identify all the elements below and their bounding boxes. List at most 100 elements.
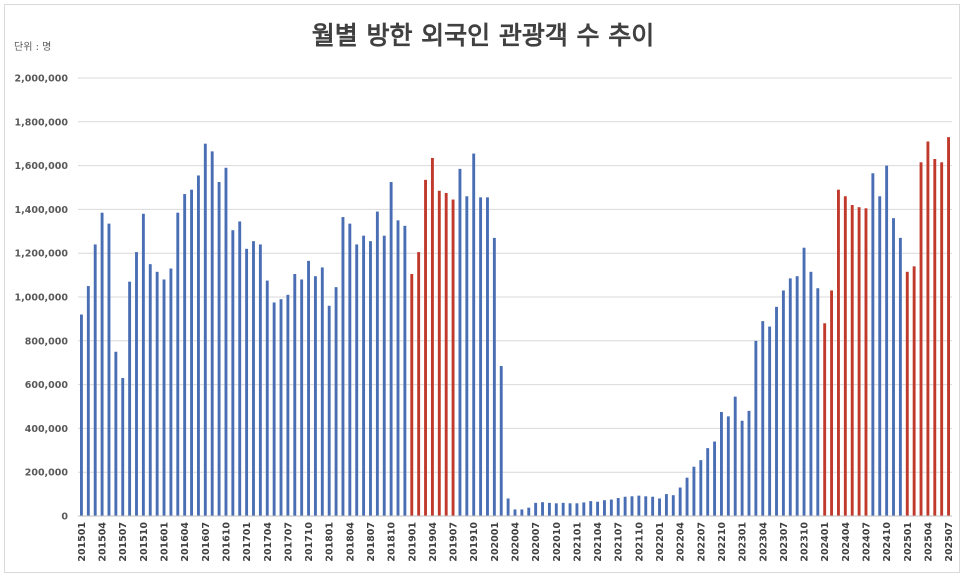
bar-202402: [830, 290, 834, 516]
bar-201705: [272, 302, 276, 516]
bar-202011: [561, 502, 565, 516]
bar-202504: [926, 141, 930, 516]
bar-202302: [747, 410, 751, 516]
bar-202311: [809, 271, 813, 516]
bar-202208: [706, 448, 710, 516]
bar-201811: [396, 220, 400, 516]
bar-201702: [252, 241, 255, 516]
y-axis-ticks: 0 200,000 400,000 600,000 800,000 1,000,000 1,…: [15, 74, 69, 523]
bar-202401: [823, 323, 827, 516]
y-tick-label: 1,000,000: [15, 293, 69, 304]
bar-202108: [623, 496, 627, 516]
x-tick-label: 202104: [593, 522, 604, 562]
bar-201912: [486, 197, 489, 516]
gridlines: [78, 77, 952, 473]
bar-201708: [293, 274, 297, 516]
bar-202005: [520, 509, 524, 516]
x-tick-label: 202401: [820, 522, 831, 562]
x-tick-label: 202407: [861, 522, 872, 562]
bar-202312: [816, 288, 820, 516]
x-tick-label: 202204: [676, 522, 687, 562]
bar-201806: [362, 235, 366, 516]
bar-201612: [238, 221, 242, 516]
bar-201703: [258, 244, 262, 516]
bar-201607: [203, 143, 207, 516]
x-tick-label: 201504: [98, 522, 109, 562]
bar-202404: [843, 196, 847, 516]
bar-201808: [375, 211, 379, 516]
bar-201610: [224, 167, 228, 517]
bar-201911: [479, 197, 483, 516]
bar-202204: [678, 487, 682, 516]
bar-201901: [410, 274, 414, 516]
x-tick-label: 201804: [345, 522, 356, 562]
y-tick-label: 200,000: [25, 468, 69, 479]
bar-201506: [114, 351, 118, 516]
x-tick-label: 202504: [923, 522, 934, 562]
bar-201809: [382, 235, 386, 516]
bar-201905: [437, 190, 441, 516]
bar-201801: [327, 305, 331, 516]
bar-201601: [162, 279, 166, 516]
bar-202407: [864, 208, 868, 516]
bar-201710: [307, 260, 310, 516]
chart-title: 월별 방한 외국인 관광객 수 추이: [311, 21, 655, 50]
bar-202111: [644, 496, 648, 516]
x-tick-label: 201704: [263, 522, 274, 562]
bar-201509: [135, 252, 138, 516]
x-tick-label: 201604: [180, 522, 191, 562]
y-tick-label: 1,600,000: [15, 161, 69, 172]
bar-202405: [850, 205, 854, 516]
bar-202410: [885, 165, 889, 516]
bar-201606: [196, 175, 200, 516]
x-tick-label: 201910: [469, 522, 480, 562]
bar-202212: [733, 396, 737, 516]
bar-201706: [279, 299, 283, 516]
bar-202306: [775, 306, 778, 516]
x-tick-label: 202107: [614, 522, 625, 562]
bar-201701: [245, 248, 249, 516]
bar-202307: [781, 290, 785, 516]
bar-201711: [313, 276, 317, 516]
bar-201902: [417, 252, 421, 516]
bar-202209: [713, 441, 717, 516]
bar-202106: [609, 499, 613, 516]
bar-202103: [589, 501, 593, 516]
bar-201803: [341, 217, 345, 516]
bar-202006: [527, 507, 531, 516]
x-tick-label: 202007: [531, 522, 542, 562]
bar-201503: [93, 244, 97, 516]
x-tick-label: 202307: [779, 522, 790, 562]
bar-201609: [217, 182, 221, 516]
bar-201812: [403, 225, 407, 516]
x-axis-ticks: 201501 201504 201507 201510 201601 201604 2016…: [77, 522, 955, 562]
x-tick-label: 201707: [283, 522, 294, 562]
bar-202104: [596, 501, 600, 516]
x-tick-label: 201510: [139, 522, 150, 562]
x-tick-label: 201710: [304, 522, 315, 562]
x-tick-label: 202207: [696, 522, 707, 562]
y-tick-label: 2,000,000: [15, 74, 69, 85]
x-tick-label: 201501: [77, 522, 88, 562]
y-tick-label: 1,400,000: [15, 205, 69, 216]
bar-201502: [86, 286, 90, 516]
bar-202406: [857, 207, 861, 516]
y-tick-label: 0: [61, 512, 68, 523]
bar-201508: [128, 281, 132, 516]
x-tick-label: 202404: [841, 522, 852, 562]
x-tick-label: 202501: [903, 522, 914, 562]
x-tick-label: 202301: [738, 522, 749, 562]
bar-202201: [658, 498, 661, 516]
bar-202501: [905, 271, 909, 516]
bar-201603: [176, 212, 180, 516]
bar-201512: [155, 271, 159, 516]
bar-201908: [458, 168, 462, 516]
bar-202411: [892, 218, 895, 516]
bar-202003: [506, 498, 510, 516]
bar-202205: [685, 477, 689, 516]
x-tick-label: 202001: [490, 522, 501, 562]
bar-201802: [334, 287, 338, 516]
bar-202101: [575, 503, 579, 516]
bar-201907: [451, 199, 455, 517]
